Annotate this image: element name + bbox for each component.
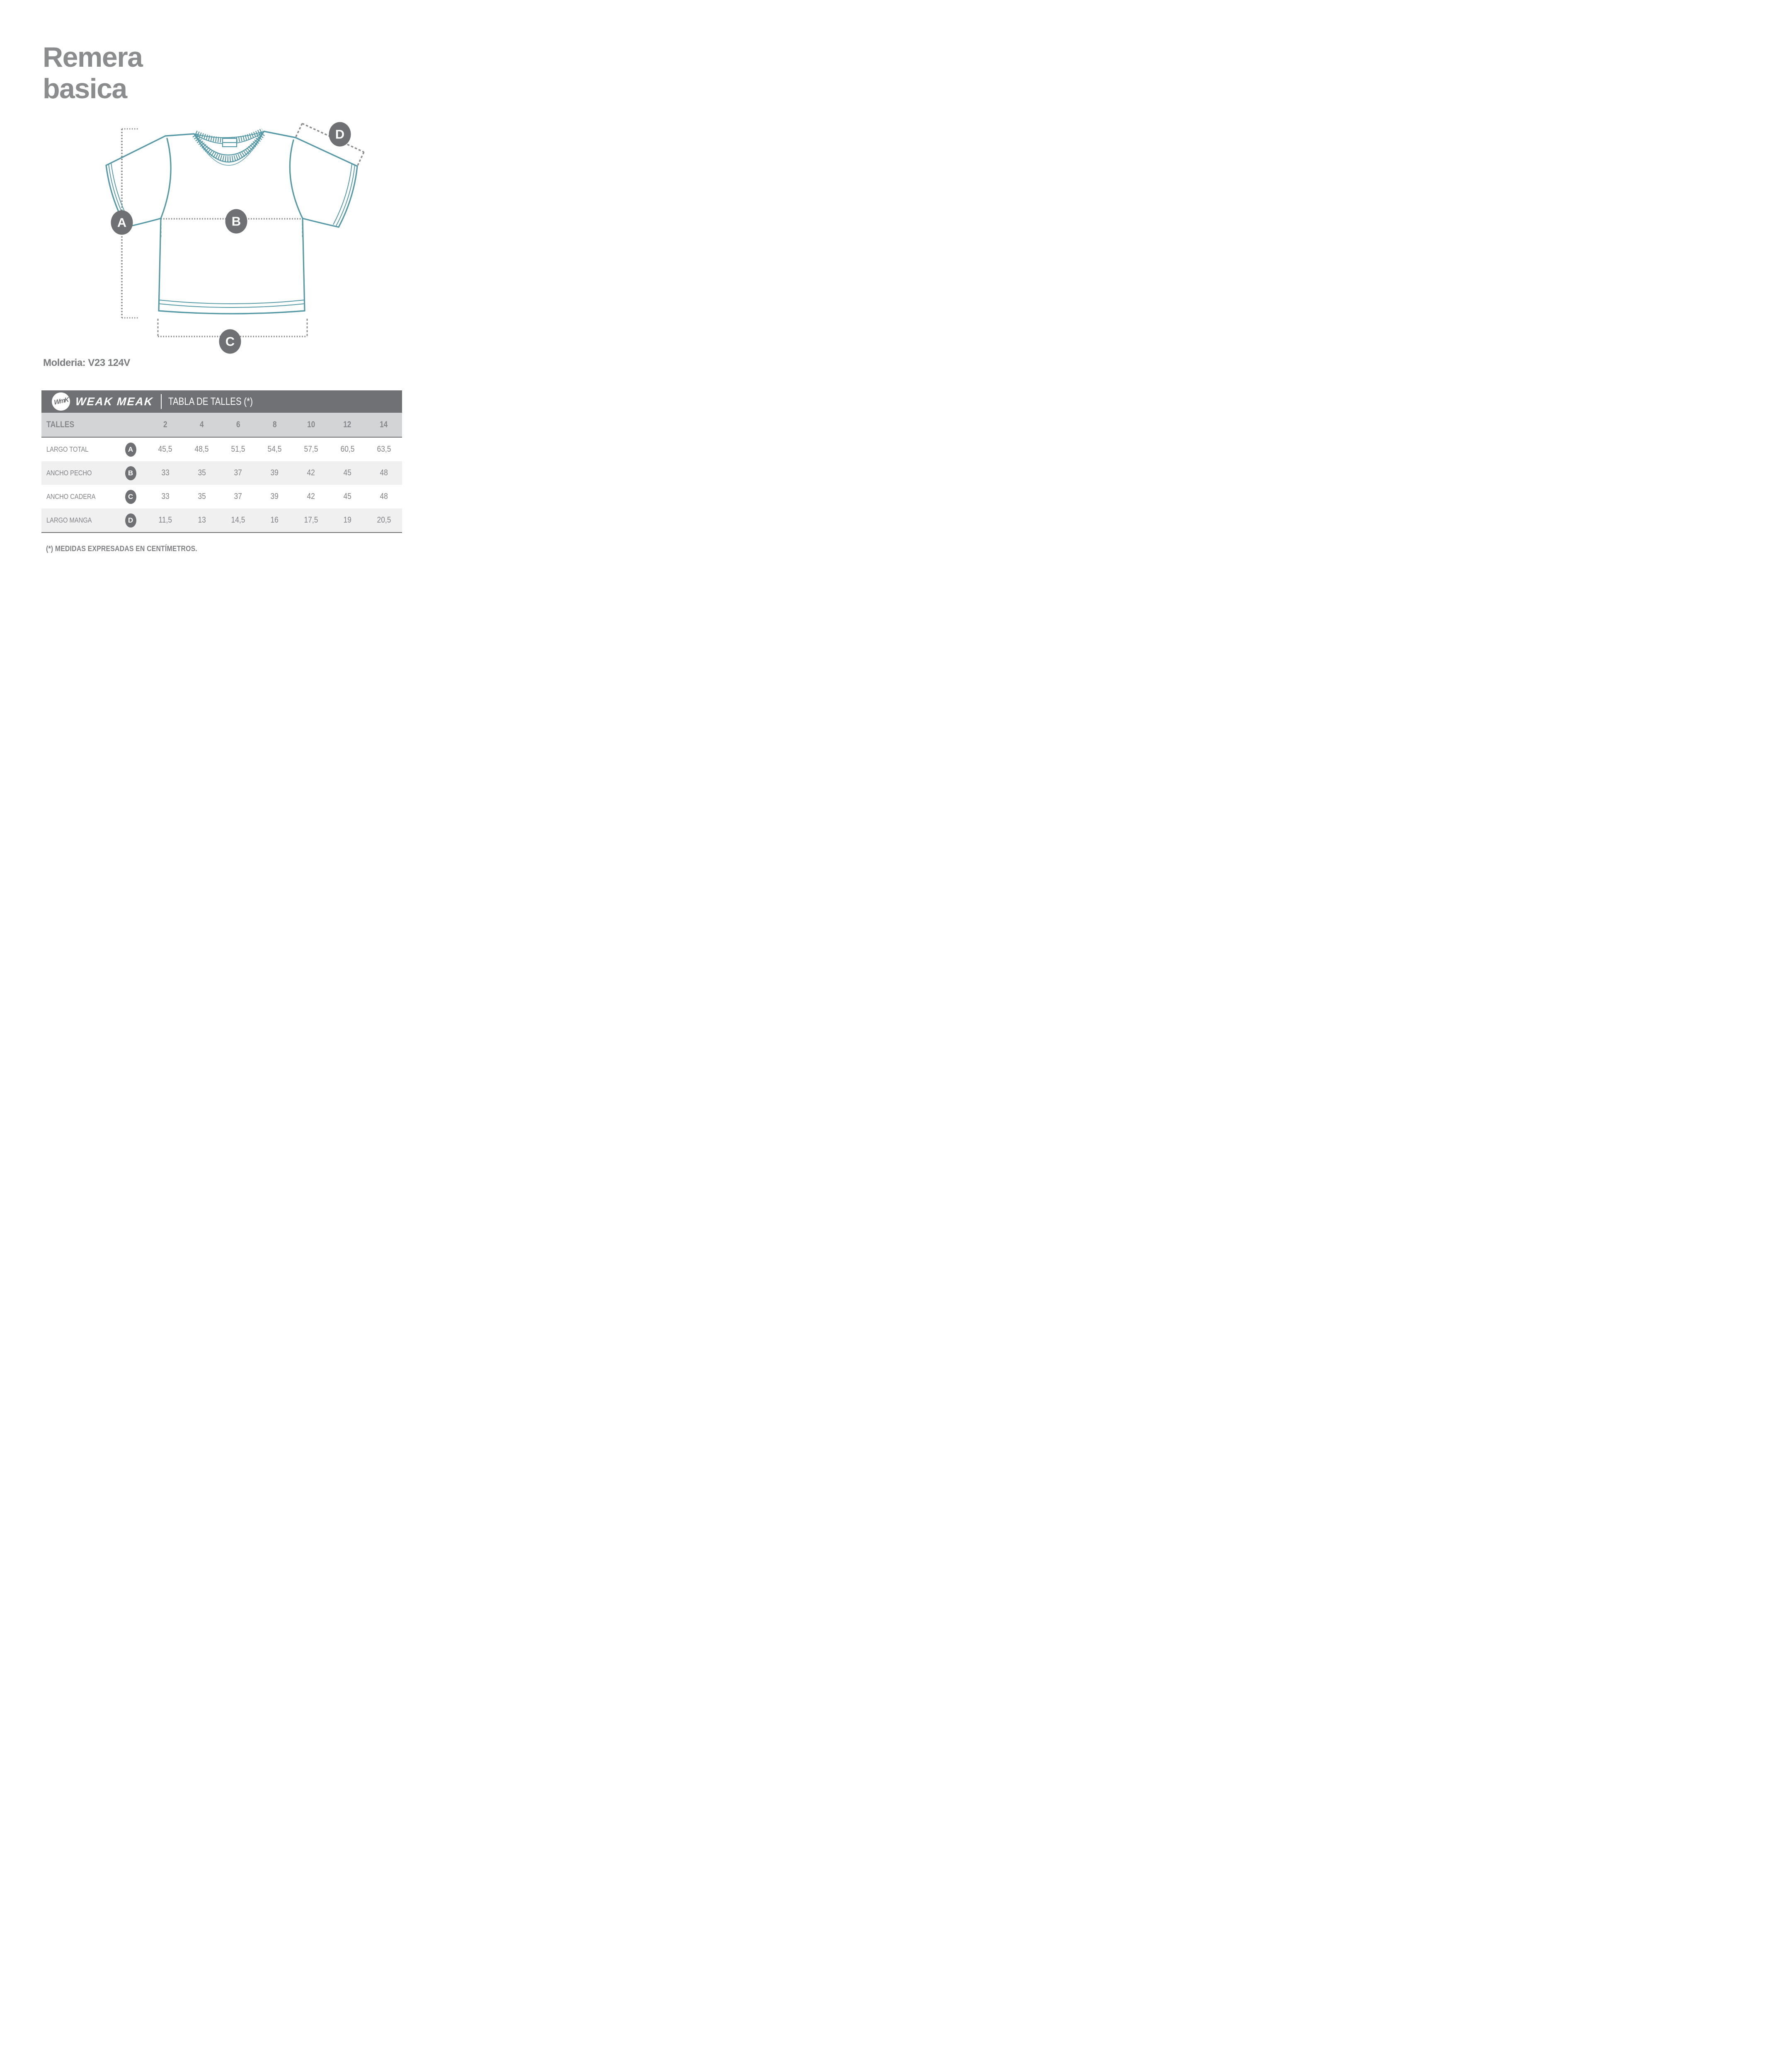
brand-logo-icon: WmK [52,392,70,411]
table-title: TABLA DE TALLES (*) [168,395,253,407]
size-col-10: 10 [307,420,315,429]
marker-b: B [225,209,247,234]
table-header-band: WmK WEAK MEAK TABLA DE TALLES (*) [41,390,402,413]
size-col-4: 4 [199,420,204,429]
brand-name: WEAK MEAK [75,395,154,408]
size-col-12: 12 [343,420,351,429]
table-row-largo-manga: LARGO MANGA D 11,5 13 14,5 16 17,5 19 20… [41,508,402,533]
table-row-ancho-pecho: ANCHO PECHO B 33 35 37 39 42 45 48 [41,461,402,485]
size-guide-page: Remera basica [0,0,444,605]
sizes-header-label: TALLES [46,420,75,429]
brand-monogram: WmK [53,396,68,407]
tshirt-diagram: A B C D [91,113,377,355]
tshirt-drawing [105,123,365,337]
marker-d: D [329,122,351,147]
size-col-2: 2 [163,420,167,429]
table-row-largo-total: LARGO TOTAL A 45,5 48,5 51,5 54,5 57,5 6… [41,438,402,461]
size-table: WmK WEAK MEAK TABLA DE TALLES (*) TALLES… [41,390,402,533]
collar [192,128,266,166]
marker-c: C [219,329,241,354]
row-marker-b-icon: B [125,466,136,480]
row-marker-c-icon: C [125,489,136,504]
table-row-ancho-cadera: ANCHO CADERA C 33 35 37 39 42 45 48 [41,485,402,508]
page-title: Remera basica [43,41,143,104]
units-footnote: (*) MEDIDAS EXPRESADAS EN CENTÍMETROS. [46,545,197,553]
size-col-14: 14 [380,420,388,429]
page-title-line2: basica [43,73,127,104]
sizes-header-row: TALLES 2 4 6 8 10 12 14 [41,413,402,438]
size-col-8: 8 [272,420,277,429]
row-marker-a-icon: A [125,442,136,457]
row-marker-d-icon: D [125,513,136,528]
size-col-6: 6 [236,420,240,429]
pattern-reference: Molderia: V23 124V [43,357,130,368]
page-title-line1: Remera [43,41,143,73]
marker-a: A [111,210,133,235]
header-divider [160,394,162,409]
